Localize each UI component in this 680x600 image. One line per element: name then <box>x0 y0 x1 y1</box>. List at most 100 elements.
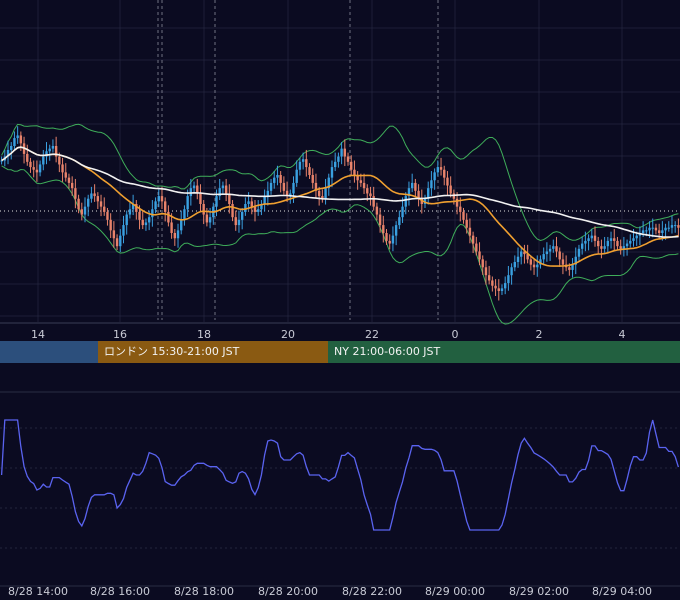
candle-body <box>446 177 449 186</box>
candle-body <box>266 190 270 197</box>
candle-body <box>462 211 465 220</box>
candle-body <box>587 238 590 241</box>
candle-body <box>362 182 366 189</box>
candle-body <box>513 262 517 268</box>
candlesticks <box>0 126 680 301</box>
candle-body <box>282 182 286 191</box>
candle-body <box>673 225 677 227</box>
candle-body <box>112 230 116 239</box>
candle-body <box>54 146 58 157</box>
candle-body <box>356 175 359 181</box>
candle-body <box>606 240 610 247</box>
candle-body <box>180 219 183 231</box>
candle-body <box>516 256 520 262</box>
candle-body <box>250 201 253 207</box>
candle-body <box>228 193 231 204</box>
candle-body <box>385 233 388 241</box>
candle-body <box>247 201 250 204</box>
grid-lines <box>0 0 680 587</box>
candle-body <box>625 243 629 247</box>
candle-body <box>497 288 500 291</box>
candle-body <box>26 153 29 162</box>
candle-body <box>244 204 247 212</box>
price-axis-tick-label: 14 <box>31 328 45 341</box>
candle-body <box>571 264 574 270</box>
candle-body <box>77 198 80 210</box>
candle-body <box>414 182 417 191</box>
session-segment: ロンドン 15:30-21:00 JST <box>98 341 328 363</box>
candle-body <box>510 267 513 276</box>
candle-body <box>443 169 446 178</box>
candle-body <box>317 190 321 197</box>
candle-body <box>173 233 177 239</box>
candle-body <box>234 217 237 226</box>
candle-body <box>257 209 260 212</box>
candle-body <box>609 238 613 241</box>
candle-body <box>269 182 273 191</box>
candle-body <box>327 177 330 189</box>
session-segment: NY 21:00-06:00 JST <box>328 341 680 363</box>
candle-body <box>83 206 87 215</box>
candle-body <box>580 243 584 249</box>
oscillator-axis-tick-label: 8/29 02:00 <box>509 585 569 598</box>
candle-body <box>471 235 475 244</box>
candle-body <box>58 156 61 165</box>
bollinger-upper <box>1 123 679 242</box>
session-segment <box>0 341 98 363</box>
candle-body <box>350 161 353 170</box>
candle-body <box>622 246 626 249</box>
session-separators <box>157 0 439 320</box>
candle-body <box>353 169 356 175</box>
candle-body <box>574 256 577 265</box>
candle-body <box>433 172 436 181</box>
candle-body <box>35 169 39 173</box>
candle-body <box>391 235 395 244</box>
candle-body <box>568 267 571 270</box>
candle-body <box>151 209 154 218</box>
candle-body <box>667 227 670 229</box>
candle-body <box>196 185 199 194</box>
candle-body <box>629 240 632 244</box>
candle-body <box>507 275 510 284</box>
candle-body <box>285 190 289 197</box>
candle-body <box>670 225 674 228</box>
candle-body <box>218 188 221 197</box>
candle-body <box>407 188 411 197</box>
candle-body <box>369 193 372 197</box>
candle-body <box>529 259 533 265</box>
candle-body <box>410 182 414 189</box>
oscillator-series <box>0 419 680 531</box>
candle-body <box>632 238 635 241</box>
candle-body <box>93 193 96 197</box>
moving-averages <box>1 146 679 267</box>
candle-body <box>523 251 526 255</box>
candle-body <box>240 211 244 220</box>
candle-body <box>38 164 42 173</box>
candle-body <box>289 193 292 197</box>
candle-body <box>526 254 529 260</box>
candle-body <box>388 240 391 244</box>
moving-average-short <box>1 146 679 267</box>
candle-body <box>292 182 295 194</box>
oscillator-axis-tick-label: 8/29 00:00 <box>425 585 485 598</box>
candle-body <box>558 251 561 260</box>
candle-body <box>147 217 151 223</box>
candle-body <box>378 214 382 226</box>
candle-body <box>160 196 164 202</box>
candle-body <box>677 225 680 228</box>
candle-body <box>279 175 282 183</box>
candle-body <box>430 180 433 189</box>
candle-body <box>231 204 234 218</box>
candle-body <box>398 217 401 226</box>
candle-body <box>106 211 109 220</box>
moving-average-long <box>1 146 679 238</box>
candle-body <box>657 230 661 233</box>
candle-body <box>273 177 276 183</box>
bollinger-lower <box>1 165 679 325</box>
oscillator-axis-tick-label: 8/29 04:00 <box>592 585 652 598</box>
candle-body <box>305 159 308 168</box>
candle-body <box>600 246 603 249</box>
candle-body <box>532 264 536 268</box>
candle-body <box>70 182 74 189</box>
